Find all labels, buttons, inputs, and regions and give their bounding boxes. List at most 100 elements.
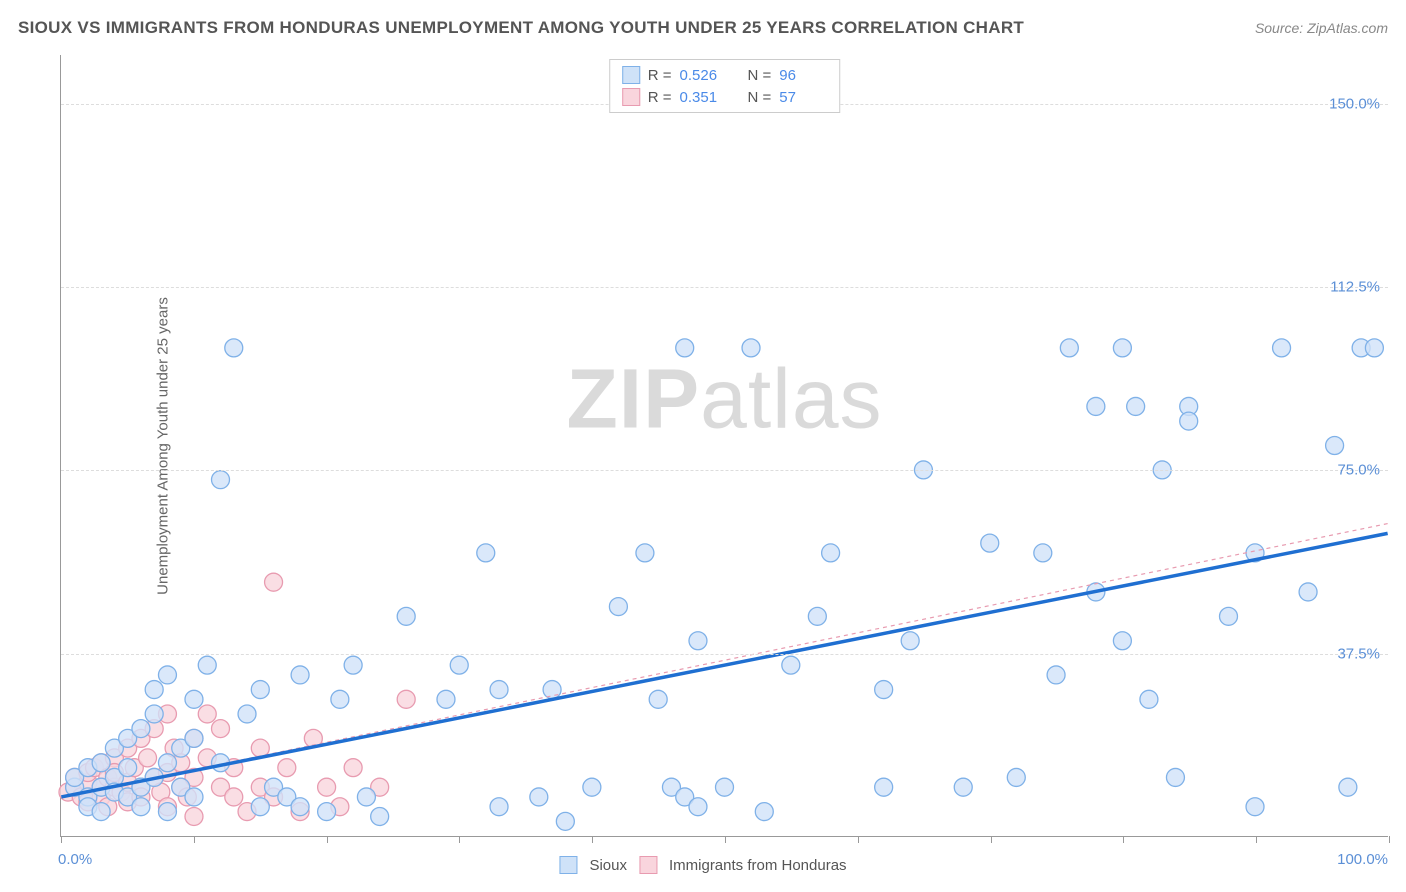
legend-label-honduras: Immigrants from Honduras: [669, 857, 847, 874]
swatch-honduras: [622, 88, 640, 106]
xtick: [858, 836, 859, 843]
xtick: [459, 836, 460, 843]
data-point: [238, 705, 256, 723]
gridline: [61, 287, 1388, 288]
data-point: [901, 632, 919, 650]
data-point: [543, 681, 561, 699]
data-point: [716, 778, 734, 796]
ytick-label: 112.5%: [1330, 279, 1380, 296]
data-point: [318, 778, 336, 796]
xtick: [1256, 836, 1257, 843]
data-point: [357, 788, 375, 806]
gridline: [61, 654, 1388, 655]
legend-n-value-sioux: 96: [779, 67, 827, 84]
plot-svg: [61, 55, 1388, 836]
data-point: [954, 778, 972, 796]
data-point: [344, 656, 362, 674]
xtick: [1389, 836, 1390, 843]
data-point: [1127, 397, 1145, 415]
data-point: [225, 788, 243, 806]
data-point: [742, 339, 760, 357]
data-point: [185, 788, 203, 806]
legend-n-label: N =: [748, 89, 772, 106]
data-point: [158, 803, 176, 821]
xtick: [327, 836, 328, 843]
legend-label-sioux: Sioux: [589, 857, 627, 874]
data-point: [1326, 437, 1344, 455]
data-point: [158, 754, 176, 772]
data-point: [583, 778, 601, 796]
data-point: [490, 681, 508, 699]
plot-region: R = 0.526 N = 96 R = 0.351 N = 57 ZIPatl…: [60, 55, 1388, 837]
data-point: [782, 656, 800, 674]
swatch-sioux: [622, 66, 640, 84]
data-point: [265, 573, 283, 591]
data-point: [397, 607, 415, 625]
data-point: [689, 798, 707, 816]
data-point: [875, 778, 893, 796]
data-point: [1246, 798, 1264, 816]
data-point: [981, 534, 999, 552]
data-point: [649, 690, 667, 708]
legend-row-sioux: R = 0.526 N = 96: [622, 64, 828, 86]
data-point: [477, 544, 495, 562]
data-point: [198, 705, 216, 723]
data-point: [450, 656, 468, 674]
ytick-label: 150.0%: [1329, 95, 1380, 112]
data-point: [1007, 768, 1025, 786]
data-point: [251, 798, 269, 816]
data-point: [158, 666, 176, 684]
swatch-sioux-bottom: [559, 856, 577, 874]
data-point: [1365, 339, 1383, 357]
data-point: [397, 690, 415, 708]
xtick: [61, 836, 62, 843]
legend-r-value-honduras: 0.351: [680, 89, 728, 106]
data-point: [1047, 666, 1065, 684]
data-point: [145, 705, 163, 723]
data-point: [291, 798, 309, 816]
data-point: [636, 544, 654, 562]
data-point: [198, 656, 216, 674]
data-point: [1273, 339, 1291, 357]
data-point: [808, 607, 826, 625]
xtick-label-min: 0.0%: [58, 851, 92, 868]
data-point: [1060, 339, 1078, 357]
data-point: [291, 666, 309, 684]
data-point: [119, 759, 137, 777]
legend-row-honduras: R = 0.351 N = 57: [622, 86, 828, 108]
xtick: [725, 836, 726, 843]
data-point: [1299, 583, 1317, 601]
data-point: [1166, 768, 1184, 786]
chart-source: Source: ZipAtlas.com: [1255, 20, 1388, 36]
data-point: [1220, 607, 1238, 625]
correlation-legend: R = 0.526 N = 96 R = 0.351 N = 57: [609, 59, 841, 113]
gridline: [61, 470, 1388, 471]
swatch-honduras-bottom: [639, 856, 657, 874]
data-point: [92, 754, 110, 772]
legend-r-value-sioux: 0.526: [680, 67, 728, 84]
data-point: [1087, 397, 1105, 415]
series-legend: Sioux Immigrants from Honduras: [559, 856, 846, 874]
data-point: [371, 807, 389, 825]
xtick: [991, 836, 992, 843]
data-point: [251, 681, 269, 699]
xtick: [592, 836, 593, 843]
chart-title: SIOUX VS IMMIGRANTS FROM HONDURAS UNEMPL…: [18, 18, 1024, 38]
data-point: [225, 339, 243, 357]
data-point: [318, 803, 336, 821]
data-point: [822, 544, 840, 562]
data-point: [1034, 544, 1052, 562]
data-point: [185, 807, 203, 825]
xtick: [1123, 836, 1124, 843]
chart-area: R = 0.526 N = 96 R = 0.351 N = 57 ZIPatl…: [60, 55, 1388, 837]
data-point: [92, 803, 110, 821]
data-point: [278, 759, 296, 777]
legend-r-label: R =: [648, 67, 672, 84]
data-point: [212, 720, 230, 738]
trend-line: [61, 533, 1387, 797]
legend-n-value-honduras: 57: [779, 89, 827, 106]
data-point: [1113, 339, 1131, 357]
legend-n-label: N =: [748, 67, 772, 84]
data-point: [1113, 632, 1131, 650]
data-point: [530, 788, 548, 806]
